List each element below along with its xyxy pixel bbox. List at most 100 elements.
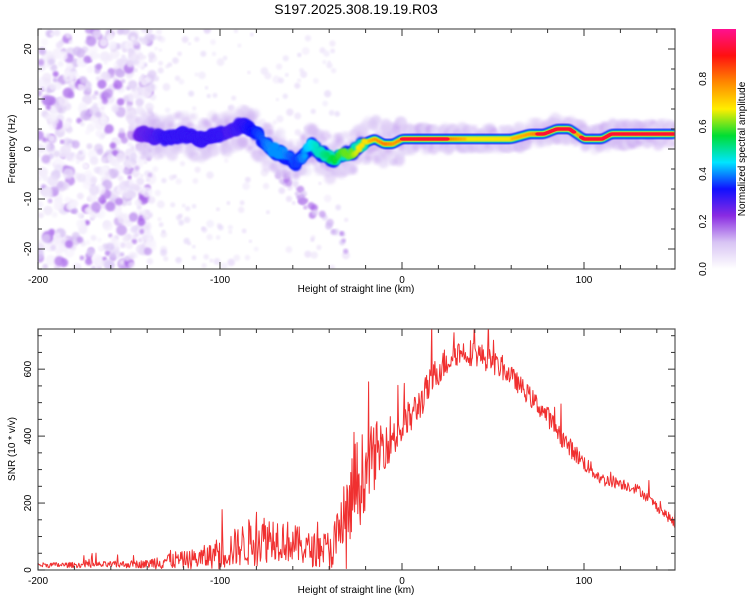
spectrogram-cell (87, 193, 98, 203)
spectrogram-cell (90, 176, 98, 184)
spectrogram-cell (52, 71, 59, 77)
spectrogram-cell (71, 140, 80, 149)
spectrogram-cell (161, 229, 166, 234)
y-tick-label: -10 (23, 191, 34, 206)
spectrogram-cell (244, 176, 251, 183)
spectrogram-cell (136, 177, 145, 186)
x-tick-label: 100 (576, 576, 593, 587)
x-tick-label: -100 (210, 576, 230, 587)
spectrogram-cell (104, 250, 111, 256)
spectrogram-cell (111, 105, 120, 113)
spectrogram-cell (157, 217, 162, 222)
y-tick-label: 20 (23, 43, 34, 55)
spectrogram-cell (164, 107, 171, 113)
spectrogram-cell (312, 77, 319, 84)
spectrogram-cell (90, 201, 102, 213)
spectrogram-cell (97, 79, 107, 89)
spectrogram-cell (76, 192, 84, 200)
spectrogram-cell (62, 168, 74, 180)
spectrogram-cell (95, 76, 101, 81)
colorbar-tick-label: 0.0 (698, 262, 709, 276)
spectrogram-cell (105, 242, 115, 251)
spectrogram-cell (89, 51, 99, 60)
spectrogram-cell (83, 55, 92, 64)
spectrogram-cell (391, 125, 403, 137)
spectrogram-cell (89, 185, 100, 196)
colorbar-label: Normalized spectral amplitude (737, 81, 748, 216)
spectrogram-cell (294, 112, 302, 120)
spectrogram-cell (139, 76, 144, 81)
colorbar-tick-label: 0.8 (698, 72, 709, 86)
spectrogram-cell (38, 90, 43, 97)
spectrogram-cell (77, 83, 86, 91)
spectrogram-cell (77, 212, 83, 219)
spectrogram-cell (285, 246, 293, 253)
spectrogram-cell (42, 72, 52, 83)
spectrogram-cell (48, 82, 57, 91)
x-tick-label: -200 (28, 576, 48, 587)
spectrogram-cell (47, 198, 53, 204)
spectrogram-cell (206, 171, 214, 179)
spectrogram-cell (125, 241, 134, 250)
spectrogram-cell (233, 29, 238, 34)
spectrogram-cell (187, 241, 192, 246)
spectrogram-cell (310, 237, 315, 243)
x-tick-label: 0 (399, 576, 405, 587)
spectrogram-cell (203, 29, 212, 34)
y-tick-label: 200 (23, 494, 34, 511)
spectrogram-cell (96, 237, 102, 243)
spectrogram-cell (227, 258, 235, 267)
spectrogram-cell (175, 178, 182, 185)
spectrogram-cell (146, 177, 151, 182)
spectrogram-cell (86, 143, 93, 150)
spectrogram-cell (41, 174, 49, 182)
spectrogram-cell (52, 77, 58, 83)
spectrogram-cell (329, 40, 336, 47)
spectrogram-cell (134, 165, 140, 171)
spectrogram-cell (264, 72, 272, 80)
spectrogram-cell (156, 200, 165, 209)
spectrogram-cell (158, 222, 164, 228)
spectrogram-cell (138, 211, 143, 216)
spectrogram-cell (130, 225, 139, 233)
spectrogram-cell (161, 177, 167, 184)
spectrogram-cell (304, 35, 312, 42)
spectrogram-cell (41, 95, 53, 106)
spectrogram-cell (142, 80, 147, 85)
spectrogram-cell (227, 105, 232, 110)
spectrogram-cell (42, 233, 51, 243)
spectrogram-cell (233, 254, 241, 262)
spectrogram-cell (130, 145, 136, 151)
spectrogram-cell (54, 256, 65, 267)
spectrogram-cell (158, 60, 164, 66)
spectrogram-cell (63, 120, 71, 129)
spectrogram-cell (146, 257, 154, 265)
spectrogram-cell (86, 247, 96, 257)
spectrogram-cell (137, 217, 146, 226)
spectrogram-cell (275, 63, 283, 70)
spectrogram-cell (116, 98, 125, 106)
spectrogram-cell (220, 262, 228, 269)
spectrogram-cell (129, 98, 134, 102)
spectrogram-cell (93, 166, 100, 174)
spectrogram-cell (216, 58, 225, 67)
spectrogram-cell (46, 143, 56, 153)
spectrogram-cell (545, 137, 552, 145)
spectrogram-cell (50, 244, 57, 251)
spectrogram-cell (120, 29, 131, 35)
spectrogram-cell (78, 150, 83, 155)
spectrogram-cell (53, 150, 60, 158)
spectrogram-cell (303, 205, 308, 210)
spectrogram-cell (109, 168, 119, 179)
spectrogram-cell (341, 238, 346, 243)
spectrogram-cell (140, 29, 147, 33)
spectrogram-cell (156, 35, 162, 41)
spectrogram-cell (194, 166, 201, 173)
spectrogram-cell (335, 204, 342, 211)
spectrogram-cell (150, 34, 157, 41)
spectrogram-cell (41, 154, 51, 164)
spectrogram-cell (318, 181, 322, 186)
spectrogram-cell (102, 220, 114, 232)
spectrogram-cell (127, 201, 131, 206)
spectrogram-cell (318, 210, 326, 218)
